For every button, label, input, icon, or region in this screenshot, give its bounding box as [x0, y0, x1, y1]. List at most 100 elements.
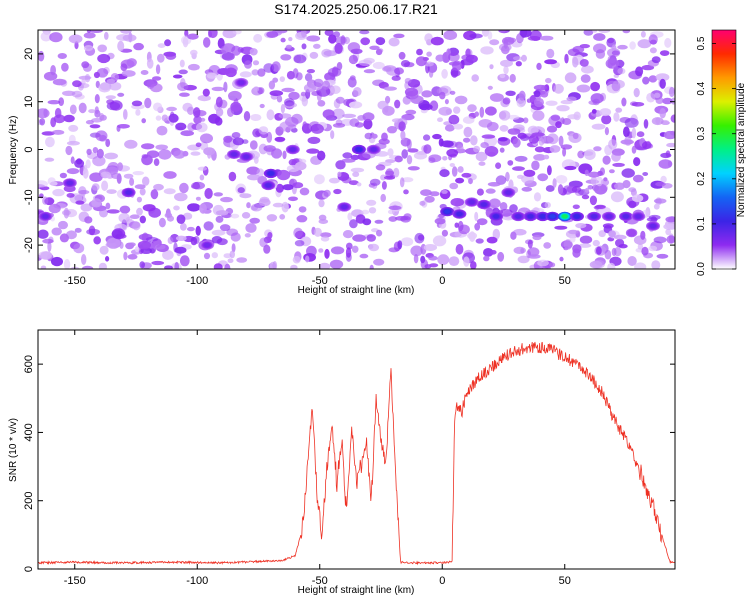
heatmap-speckle — [534, 146, 545, 153]
heatmap-speckle — [350, 167, 365, 173]
heatmap-hotspot — [511, 211, 526, 222]
heatmap-speckle — [429, 263, 439, 268]
heatmap-speckle — [605, 58, 619, 69]
heatmap-speckle — [141, 154, 148, 159]
heatmap-speckle — [575, 223, 587, 229]
heatmap-speckle — [180, 223, 187, 231]
heatmap-speckle — [340, 35, 346, 46]
heatmap-speckle — [290, 264, 298, 269]
heatmap-speckle — [487, 31, 493, 40]
heatmap-speckle — [51, 227, 62, 236]
heatmap-speckle — [285, 44, 292, 49]
heatmap-speckle — [177, 82, 189, 92]
heatmap-speckle — [223, 81, 228, 93]
heatmap-speckle — [545, 77, 552, 84]
heatmap-speckle — [499, 43, 512, 52]
heatmap-speckle — [163, 188, 176, 195]
heatmap-speckle — [216, 238, 228, 246]
heatmap-speckle — [413, 254, 419, 264]
heatmap-speckle — [505, 171, 510, 182]
heatmap-speckle — [642, 76, 650, 85]
heatmap-speckle — [73, 243, 85, 254]
heatmap-speckle — [523, 117, 529, 124]
heatmap-speckle — [441, 68, 448, 79]
heatmap-speckle — [457, 166, 464, 173]
heatmap-speckle — [145, 236, 159, 242]
heatmap-speckle — [106, 78, 116, 84]
heatmap-speckle — [346, 242, 353, 250]
heatmap-speckle — [662, 97, 673, 105]
heatmap-speckle — [608, 139, 618, 150]
heatmap-speckle — [345, 252, 352, 262]
heatmap-speckle — [397, 240, 403, 250]
heatmap-hotspot — [557, 211, 572, 222]
heatmap-speckle — [50, 65, 56, 76]
hotspot-contour — [561, 214, 568, 219]
heatmap-speckle — [552, 178, 557, 188]
colorbar-tick-label: 0.0 — [696, 262, 707, 276]
heatmap-speckle — [272, 261, 278, 269]
heatmap-speckle — [623, 126, 630, 138]
heatmap-speckle — [444, 124, 455, 132]
heatmap-speckle — [566, 96, 577, 102]
heatmap-speckle — [520, 30, 528, 38]
heatmap-speckle — [577, 150, 585, 159]
heatmap-speckle — [449, 182, 459, 190]
heatmap-speckle — [78, 102, 87, 114]
heatmap-speckle — [106, 209, 120, 214]
heatmap-speckle — [313, 43, 321, 49]
heatmap-speckle — [377, 100, 389, 110]
heatmap-speckle — [174, 192, 188, 202]
heatmap-speckle — [514, 155, 528, 162]
heatmap-speckle — [598, 30, 611, 34]
heatmap-speckle — [231, 243, 236, 253]
y-tick-label: 0 — [23, 566, 35, 572]
heatmap-speckle — [244, 233, 251, 238]
heatmap-speckle — [352, 171, 360, 177]
heatmap-speckle — [161, 114, 169, 122]
heatmap-speckle — [428, 255, 438, 261]
heatmap-hotspot — [366, 144, 381, 155]
heatmap-speckle — [550, 114, 561, 121]
heatmap-speckle — [653, 236, 667, 244]
heatmap-speckle — [499, 111, 507, 120]
heatmap-speckle — [91, 183, 100, 191]
heatmap-speckle — [301, 95, 308, 107]
heatmap-speckle — [465, 48, 471, 58]
heatmap-speckle — [330, 246, 345, 255]
heatmap-speckle — [164, 265, 173, 269]
x-tick-label: 50 — [559, 275, 571, 287]
heatmap-speckle — [330, 85, 341, 94]
heatmap-hotspot — [601, 211, 616, 222]
heatmap-speckle — [407, 166, 420, 171]
hotspot-contour — [289, 147, 296, 152]
heatmap-speckle — [508, 114, 520, 120]
heatmap-speckle — [363, 118, 373, 130]
heatmap-speckle — [293, 54, 307, 64]
heatmap-speckle — [352, 234, 366, 242]
heatmap-hotspot — [38, 211, 53, 222]
heatmap-speckle — [487, 85, 493, 90]
colorbar: 0.0 0.1 0.2 0.3 0.4 0.5 Normalized spectral a… — [696, 29, 747, 276]
heatmap-speckle — [342, 152, 353, 159]
heatmap-hotspot — [489, 211, 504, 222]
heatmap-speckle — [394, 155, 403, 163]
heatmap-speckle — [179, 182, 189, 194]
heatmap-speckle — [428, 154, 442, 163]
heatmap-speckle — [291, 127, 298, 133]
heatmap-speckle — [498, 137, 508, 142]
heatmap-speckle — [655, 181, 666, 187]
heatmap-speckle — [263, 145, 276, 152]
heatmap-speckle — [180, 130, 194, 137]
heatmap-speckle — [75, 200, 85, 205]
heatmap-speckle — [215, 215, 224, 223]
heatmap-speckle — [527, 125, 539, 135]
heatmap-speckle — [388, 247, 400, 253]
heatmap-speckle — [653, 203, 660, 210]
heatmap-speckle — [190, 49, 198, 56]
heatmap-speckle — [481, 30, 490, 37]
heatmap-speckle — [373, 258, 385, 266]
heatmap-speckle — [604, 127, 610, 136]
snr-y-axis: 0 200 400 600 — [23, 355, 675, 572]
x-tick-label: -50 — [312, 575, 328, 587]
